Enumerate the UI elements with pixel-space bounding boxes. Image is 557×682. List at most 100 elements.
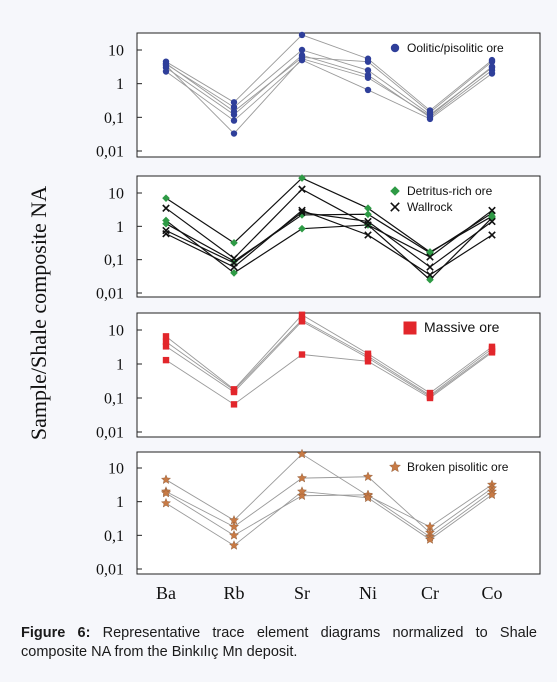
y-tick-label: 0,1 (104, 528, 124, 545)
data-point (230, 99, 238, 106)
y-tick-label: 0,1 (104, 252, 124, 269)
y-tick-label: 10 (108, 43, 124, 60)
panel-detritus: 10 1 0,1 0,01 Detritus-rich ore Wallrock (96, 174, 541, 303)
y-tick-label: 0,01 (96, 286, 124, 303)
trace-element-chart: Sample/Shale composite NA 10 1 0,1 0,01 Oolit… (26, 31, 541, 603)
x-tick-label: Ba (156, 583, 176, 603)
series-line (165, 34, 493, 112)
data-point (298, 206, 306, 215)
data-point (486, 489, 498, 500)
data-point-stroke-b (162, 226, 170, 235)
series-line (165, 351, 493, 405)
series-line (165, 54, 493, 118)
data-point-stroke-b (298, 206, 306, 215)
data-point (426, 263, 434, 271)
data-point (230, 239, 238, 247)
caption-text: Representative trace element diagrams no… (21, 625, 537, 660)
data-point (298, 224, 306, 233)
data-point (162, 333, 170, 340)
data-point (364, 217, 372, 226)
data-point-stroke-b (426, 271, 434, 279)
data-point (162, 343, 170, 350)
y-tick-label: 0,01 (96, 562, 124, 579)
data-point-stroke-b (298, 208, 306, 217)
data-point (230, 269, 238, 277)
data-point (488, 63, 496, 70)
data-point (488, 58, 496, 65)
series-line (165, 491, 493, 538)
data-point-stroke-b (488, 206, 496, 215)
data-point-stroke-b (426, 253, 434, 261)
data-point (298, 55, 306, 62)
legend-marker (403, 321, 417, 335)
data-point (230, 257, 238, 265)
series-line (165, 314, 493, 394)
data-point (162, 226, 170, 235)
data-point (364, 86, 372, 94)
x-tick-label: Sr (294, 583, 310, 603)
x-tick-label: Co (481, 583, 502, 603)
data-point (298, 31, 306, 39)
series-line (165, 476, 493, 534)
y-tick-label: 0,01 (96, 425, 124, 442)
data-point-stroke-b (162, 204, 170, 212)
data-point (230, 259, 238, 267)
series-line (165, 188, 493, 260)
data-point (426, 253, 434, 261)
data-point (298, 208, 306, 217)
data-point-stroke-b (426, 263, 434, 271)
data-point (228, 530, 240, 540)
data-point (230, 117, 238, 124)
data-point (298, 174, 306, 182)
data-point (228, 540, 240, 550)
data-point (364, 231, 372, 239)
figure-caption: Figure 6: Representative trace element d… (21, 624, 537, 662)
panel-frame (136, 451, 541, 575)
data-point (230, 130, 238, 137)
data-point (488, 206, 496, 215)
legend-marker (390, 186, 400, 196)
y-tick-label: 1 (116, 219, 124, 236)
data-point (426, 271, 434, 279)
series-line (165, 212, 493, 262)
y-tick-label: 10 (108, 186, 124, 203)
series-line (165, 209, 493, 276)
data-point (296, 486, 308, 496)
legend-label: Detritus-rich ore (407, 184, 493, 198)
panel-broken: 10 1 0,1 0,01 Broken pisolitic ore (96, 448, 541, 579)
data-point-stroke-b (488, 217, 496, 226)
data-point-stroke-b (298, 185, 306, 193)
legend-label: Wallrock (407, 200, 454, 214)
data-point (162, 338, 170, 345)
y-axis-label: Sample/Shale composite NA (26, 186, 51, 440)
legend-marker (390, 202, 400, 212)
data-point (296, 490, 308, 501)
series-line (165, 319, 493, 396)
data-point (488, 209, 496, 217)
x-tick-label: Rb (223, 583, 244, 603)
series-line (165, 211, 493, 268)
data-point (364, 67, 372, 74)
data-point (362, 471, 374, 482)
series-line (165, 58, 493, 135)
panel-frame (136, 32, 541, 158)
panel-oolitic: 10 1 0,1 0,01 Oolitic/pisolitic ore (96, 31, 541, 161)
caption-label: Figure 6: (21, 625, 91, 641)
data-point (488, 217, 496, 226)
data-point (162, 194, 170, 202)
data-point (364, 74, 372, 81)
y-tick-label: 0,1 (104, 391, 124, 408)
legend-marker (388, 460, 402, 473)
data-point (162, 68, 170, 75)
data-point (364, 204, 372, 212)
data-point (364, 58, 372, 65)
data-point (298, 46, 306, 54)
y-tick-label: 0,1 (104, 110, 124, 127)
panel-frame (136, 312, 541, 438)
data-point (228, 521, 240, 532)
data-point (488, 70, 496, 77)
x-tick-label: Ni (359, 583, 377, 603)
series-line (165, 320, 493, 398)
data-point (160, 474, 172, 484)
